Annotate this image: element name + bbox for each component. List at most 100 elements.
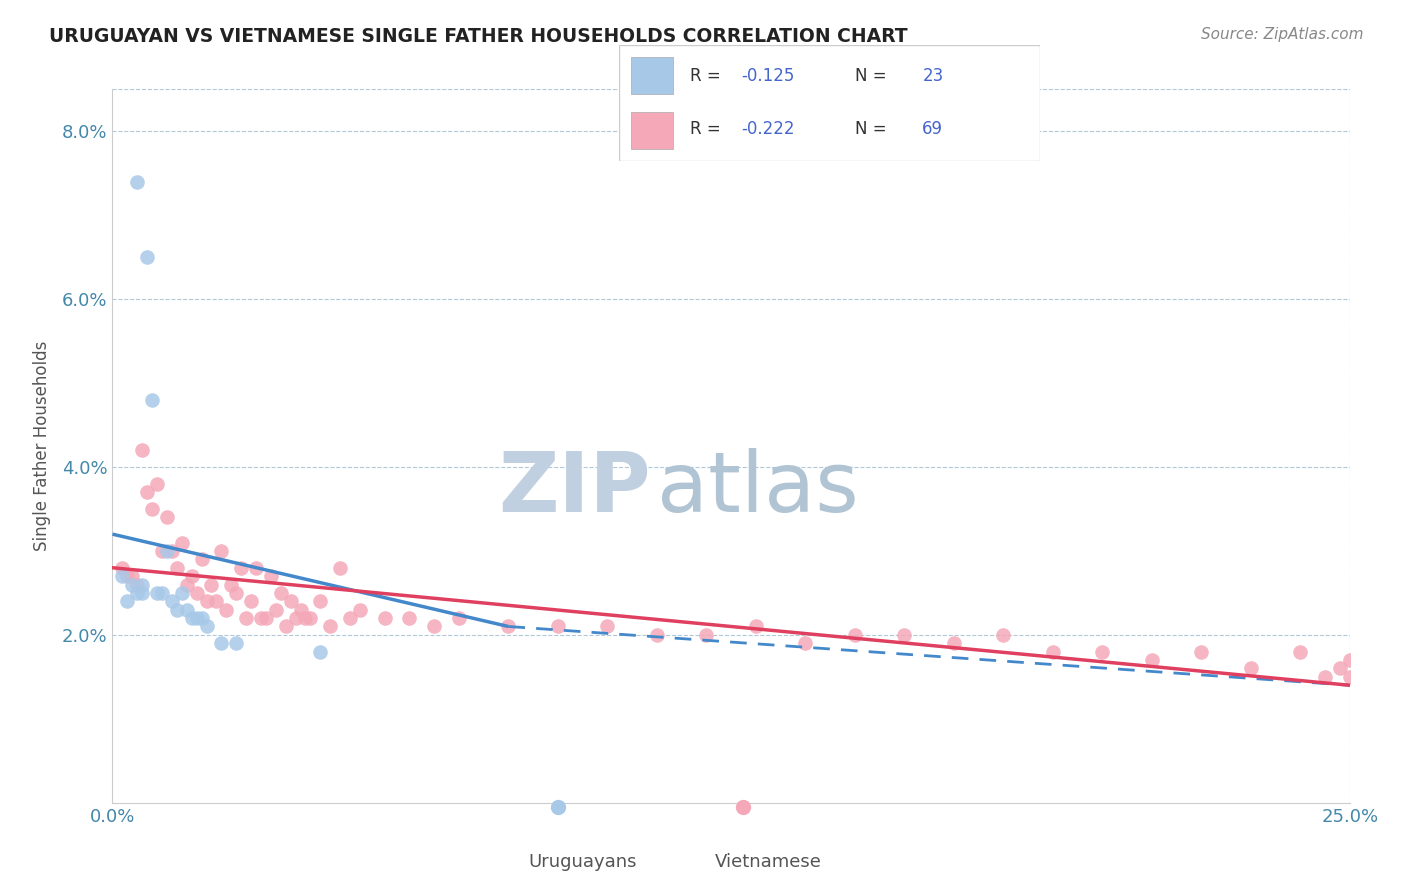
Point	[309, 645, 332, 659]
Point	[1339, 670, 1361, 684]
Point	[284, 611, 307, 625]
FancyBboxPatch shape	[631, 112, 673, 149]
Point	[180, 569, 202, 583]
Point	[146, 586, 169, 600]
Point	[150, 544, 173, 558]
Point	[893, 628, 915, 642]
Point	[131, 577, 153, 591]
Text: Vietnamese: Vietnamese	[714, 853, 821, 871]
Point	[190, 611, 212, 625]
Point	[299, 611, 322, 625]
Point	[136, 485, 159, 500]
Point	[117, 569, 139, 583]
Point	[180, 611, 202, 625]
Text: R =: R =	[690, 120, 727, 138]
Point	[186, 611, 208, 625]
Point	[111, 569, 134, 583]
Point	[1189, 645, 1212, 659]
Point	[294, 611, 316, 625]
Point	[209, 636, 232, 650]
Point	[131, 586, 153, 600]
Point	[111, 560, 134, 574]
Point	[205, 594, 228, 608]
Text: R =: R =	[690, 67, 727, 85]
FancyBboxPatch shape	[619, 45, 1040, 161]
Text: 69: 69	[922, 120, 943, 138]
Point	[176, 577, 198, 591]
Point	[349, 603, 371, 617]
Point	[200, 577, 222, 591]
Point	[1339, 653, 1361, 667]
Point	[117, 594, 139, 608]
Point	[225, 586, 247, 600]
Point	[156, 510, 179, 524]
Point	[547, 846, 569, 860]
Point	[498, 619, 520, 633]
Point	[245, 560, 267, 574]
Y-axis label: Single Father Households: Single Father Households	[32, 341, 51, 551]
Point	[136, 250, 159, 264]
Point	[127, 175, 149, 189]
Point	[270, 586, 292, 600]
Point	[127, 577, 149, 591]
Point	[166, 560, 188, 574]
Point	[215, 603, 238, 617]
Point	[160, 544, 183, 558]
Point	[695, 628, 717, 642]
Point	[254, 611, 277, 625]
Point	[231, 560, 253, 574]
Text: N =: N =	[855, 67, 891, 85]
Point	[127, 586, 149, 600]
Text: URUGUAYAN VS VIETNAMESE SINGLE FATHER HOUSEHOLDS CORRELATION CHART: URUGUAYAN VS VIETNAMESE SINGLE FATHER HO…	[49, 27, 908, 45]
Point	[141, 392, 163, 407]
Point	[146, 476, 169, 491]
Text: atlas: atlas	[657, 449, 859, 529]
Point	[264, 603, 287, 617]
Point	[942, 636, 965, 650]
Point	[398, 611, 420, 625]
Point	[319, 619, 342, 633]
Point	[1240, 661, 1263, 675]
Text: ZIP: ZIP	[498, 449, 651, 529]
Point	[1042, 645, 1064, 659]
Point	[745, 619, 768, 633]
Point	[1091, 645, 1114, 659]
Point	[733, 846, 755, 860]
Point	[547, 619, 569, 633]
Point	[225, 636, 247, 650]
Point	[219, 577, 242, 591]
Point	[339, 611, 361, 625]
Point	[121, 569, 143, 583]
Text: Source: ZipAtlas.com: Source: ZipAtlas.com	[1201, 27, 1364, 42]
Point	[170, 586, 193, 600]
Point	[235, 611, 257, 625]
Point	[1289, 645, 1312, 659]
Point	[250, 611, 273, 625]
Text: -0.125: -0.125	[741, 67, 794, 85]
Text: Uruguayans: Uruguayans	[529, 853, 637, 871]
Point	[176, 603, 198, 617]
Point	[186, 586, 208, 600]
Point	[141, 502, 163, 516]
Point	[274, 619, 297, 633]
Point	[150, 586, 173, 600]
FancyBboxPatch shape	[631, 57, 673, 95]
Point	[121, 577, 143, 591]
Point	[190, 552, 212, 566]
Point	[195, 594, 218, 608]
Point	[1140, 653, 1163, 667]
Point	[166, 603, 188, 617]
Point	[794, 636, 817, 650]
Point	[240, 594, 263, 608]
Point	[1313, 670, 1336, 684]
Point	[209, 544, 232, 558]
Text: -0.222: -0.222	[741, 120, 794, 138]
Point	[447, 611, 470, 625]
Point	[280, 594, 302, 608]
Point	[329, 560, 352, 574]
Point	[170, 535, 193, 549]
Text: N =: N =	[855, 120, 891, 138]
Text: 23: 23	[922, 67, 943, 85]
Point	[131, 443, 153, 458]
Point	[423, 619, 446, 633]
